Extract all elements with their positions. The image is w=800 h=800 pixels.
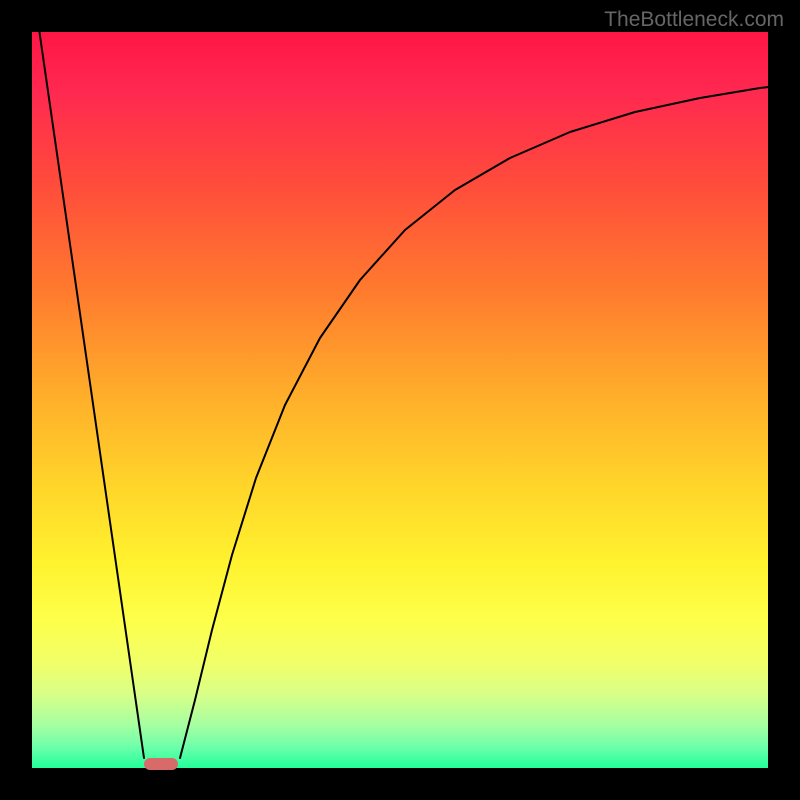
chart-svg [0, 0, 800, 800]
attribution-label: TheBottleneck.com [604, 8, 784, 32]
bottleneck-marker [144, 758, 178, 770]
bottleneck-chart: TheBottleneck.com [0, 0, 800, 800]
plot-area [32, 32, 768, 768]
